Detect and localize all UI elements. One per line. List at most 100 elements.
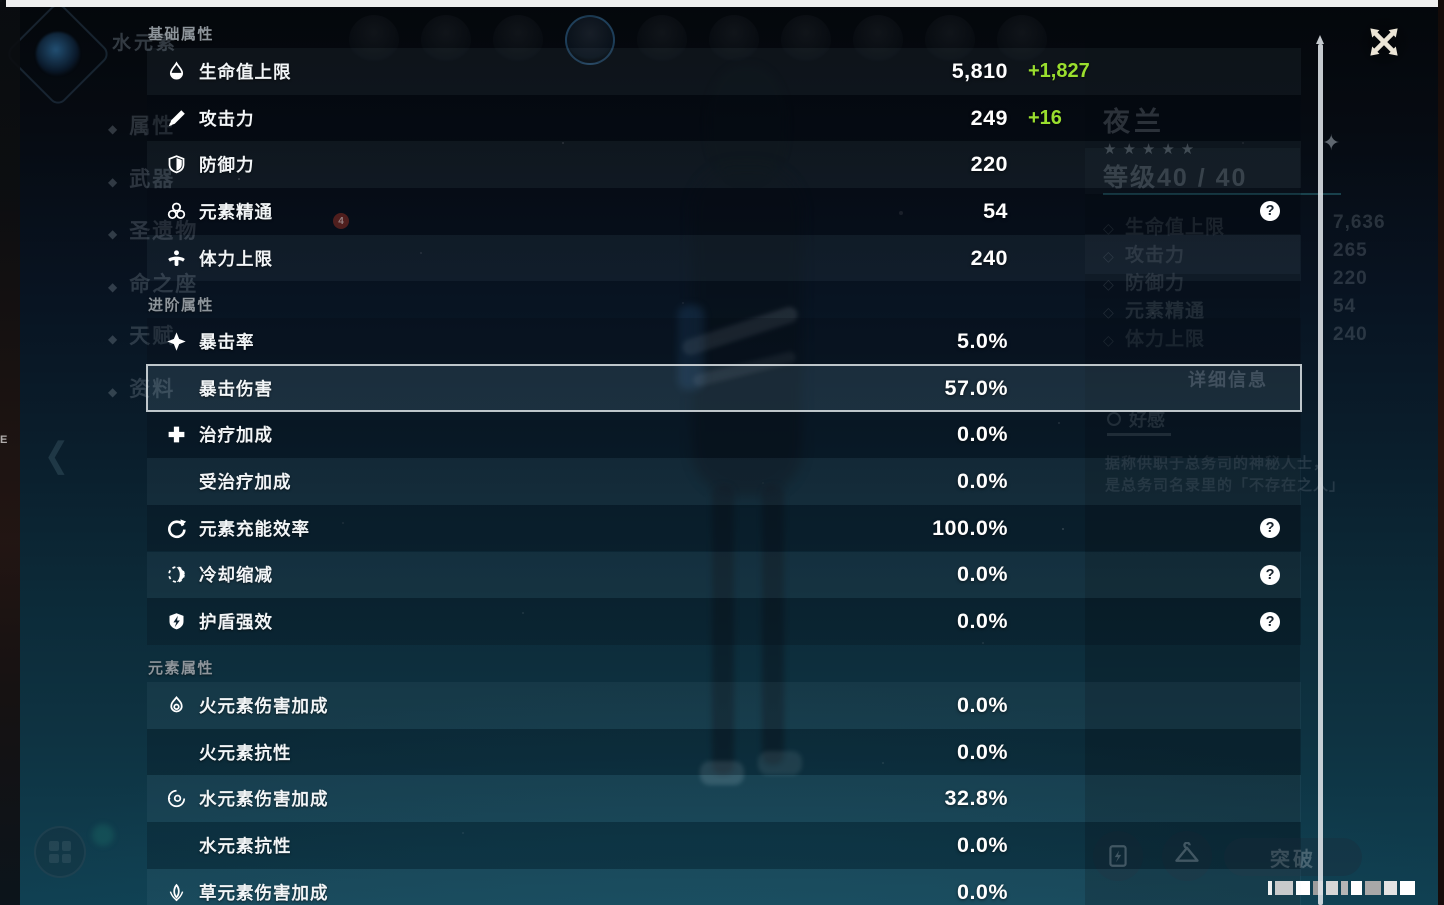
stat-value: 57.0% bbox=[944, 375, 1008, 400]
stat-row[interactable]: 治疗加成 0.0% bbox=[147, 411, 1301, 459]
pyro-icon bbox=[163, 693, 189, 717]
bg-description-line: 据称供职于总务司的神秘人士， bbox=[1105, 455, 1330, 472]
stat-row[interactable]: 火元素伤害加成 0.0% bbox=[147, 682, 1301, 729]
stat-row[interactable]: 元素充能效率 100.0% ? bbox=[147, 504, 1301, 552]
friendship-label: 好感 bbox=[1107, 406, 1165, 432]
stat-row[interactable]: 暴击伤害 57.0% bbox=[146, 363, 1302, 413]
stat-label: 体力上限 bbox=[199, 248, 273, 269]
stat-row[interactable]: 冷却缩减 0.0% ? bbox=[147, 551, 1301, 599]
stat-icon bbox=[163, 833, 189, 857]
diamond-bullet-icon: ◆ bbox=[108, 227, 120, 241]
help-icon[interactable]: ? bbox=[1260, 564, 1280, 585]
avatar bbox=[349, 15, 399, 65]
bg-menu-item: ◆ 资料 bbox=[108, 377, 176, 401]
stat-label: 暴击率 bbox=[199, 331, 255, 352]
details-link: 详细信息 bbox=[1188, 370, 1268, 390]
healing-icon bbox=[163, 423, 189, 447]
party-setup-button bbox=[34, 826, 86, 878]
avatar bbox=[709, 15, 759, 65]
section-title: 元素属性 bbox=[148, 660, 215, 677]
shield-strength-icon bbox=[163, 610, 189, 634]
stat-bonus-value: +1,827 bbox=[1028, 59, 1090, 82]
help-icon[interactable]: ? bbox=[1260, 518, 1280, 539]
def-icon bbox=[163, 153, 189, 177]
stat-label: 护盾强效 bbox=[199, 612, 273, 633]
bg-menu-item: ◆ 天赋 bbox=[108, 325, 176, 348]
atk-icon bbox=[163, 106, 189, 130]
stat-row[interactable]: 攻击力 249 +16 bbox=[147, 94, 1301, 142]
stat-row[interactable]: 护盾强效 0.0% ? bbox=[147, 598, 1301, 645]
stat-icon bbox=[163, 469, 189, 493]
character-level: 等级40 / 40 bbox=[1103, 164, 1248, 192]
stat-row[interactable]: 防御力 220 bbox=[147, 141, 1301, 189]
close-button[interactable] bbox=[1358, 16, 1410, 68]
em-icon bbox=[163, 199, 189, 223]
diamond-bullet-icon: ◆ bbox=[108, 279, 120, 294]
stat-row[interactable]: 水元素伤害加成 32.8% bbox=[147, 775, 1301, 823]
element-type-label: 水元素 bbox=[112, 33, 179, 54]
bg-stat-row: ◇ 生命值上限 7,636 bbox=[1103, 212, 1386, 238]
help-icon[interactable]: ? bbox=[1260, 201, 1280, 222]
diamond-bullet-icon: ◆ bbox=[108, 384, 120, 399]
avatar bbox=[853, 15, 903, 65]
stat-label: 水元素抗性 bbox=[199, 835, 292, 856]
top-frame-line bbox=[6, 0, 1439, 7]
stat-row[interactable]: 水元素抗性 0.0% bbox=[147, 822, 1301, 869]
stat-label: 暴击伤害 bbox=[199, 378, 273, 399]
avatar bbox=[997, 15, 1047, 65]
bg-menu-item: ◆ 命之座 bbox=[108, 272, 199, 296]
avatar bbox=[493, 15, 543, 65]
stat-value: 0.0% bbox=[956, 422, 1008, 447]
stat-value: 240 bbox=[970, 245, 1008, 270]
dendro-icon bbox=[163, 880, 189, 904]
stat-value: 0.0% bbox=[956, 879, 1008, 904]
stat-row[interactable]: 暴击率 5.0% bbox=[147, 318, 1301, 365]
stat-row[interactable]: 火元素抗性 0.0% bbox=[147, 728, 1301, 776]
character-portrait-silhouette bbox=[600, 55, 900, 815]
stat-value: 0.0% bbox=[956, 739, 1008, 764]
stat-label: 火元素伤害加成 bbox=[199, 695, 329, 716]
cooldown-icon bbox=[163, 563, 189, 587]
collapse-chevron-left-icon: ❮ bbox=[44, 436, 70, 475]
stat-value: 0.0% bbox=[956, 692, 1008, 717]
level-band bbox=[1085, 148, 1300, 194]
stat-value: 5,810 bbox=[951, 58, 1008, 83]
diamond-bullet-icon: ◆ bbox=[108, 122, 120, 136]
panel-scrollbar[interactable] bbox=[1316, 35, 1324, 905]
stat-row[interactable]: 元素精通 54 ? bbox=[147, 188, 1301, 235]
stat-value: 5.0% bbox=[956, 328, 1008, 353]
stat-value: 0.0% bbox=[956, 609, 1008, 634]
stat-row[interactable]: 草元素伤害加成 0.0% bbox=[147, 868, 1301, 905]
section-title: 进阶属性 bbox=[148, 297, 215, 314]
help-icon[interactable]: ? bbox=[1260, 611, 1280, 632]
stat-value: 249 bbox=[970, 105, 1008, 130]
stat-value: 220 bbox=[970, 152, 1008, 177]
stat-label: 元素充能效率 bbox=[199, 518, 310, 539]
notification-badge: 4 bbox=[333, 213, 349, 229]
bg-menu-item: ◆ 属性 bbox=[108, 115, 176, 138]
card-divider bbox=[1103, 193, 1341, 195]
avatar bbox=[421, 15, 471, 65]
stat-row[interactable]: 受治疗加成 0.0% bbox=[147, 458, 1301, 505]
avatar bbox=[781, 15, 831, 65]
stat-value: 0.0% bbox=[956, 468, 1008, 493]
stat-label: 受治疗加成 bbox=[199, 471, 292, 492]
stat-label: 生命值上限 bbox=[199, 61, 292, 82]
edge-artifact: E bbox=[0, 434, 8, 446]
avatar bbox=[637, 15, 687, 65]
bg-menu-item: ◆ 圣遗物 bbox=[108, 220, 199, 243]
energy-recharge-icon bbox=[163, 516, 189, 540]
stat-label: 冷却缩减 bbox=[199, 565, 273, 586]
rarity-stars: ★★★★★ bbox=[1103, 141, 1201, 158]
stat-row[interactable]: 生命值上限 5,810 +1,827 bbox=[147, 48, 1301, 95]
avatar-selected bbox=[565, 15, 615, 65]
stat-row[interactable]: 体力上限 240 bbox=[147, 234, 1301, 282]
bg-stat-row: ◇ 防御力 220 bbox=[1103, 268, 1368, 294]
outfit-hanger-button bbox=[1162, 831, 1212, 881]
stat-value: 32.8% bbox=[944, 786, 1008, 811]
hydro-icon bbox=[163, 787, 189, 811]
stat-value: 100.0% bbox=[932, 515, 1008, 540]
stat-value: 54 bbox=[983, 198, 1008, 223]
hp-icon bbox=[163, 59, 189, 83]
